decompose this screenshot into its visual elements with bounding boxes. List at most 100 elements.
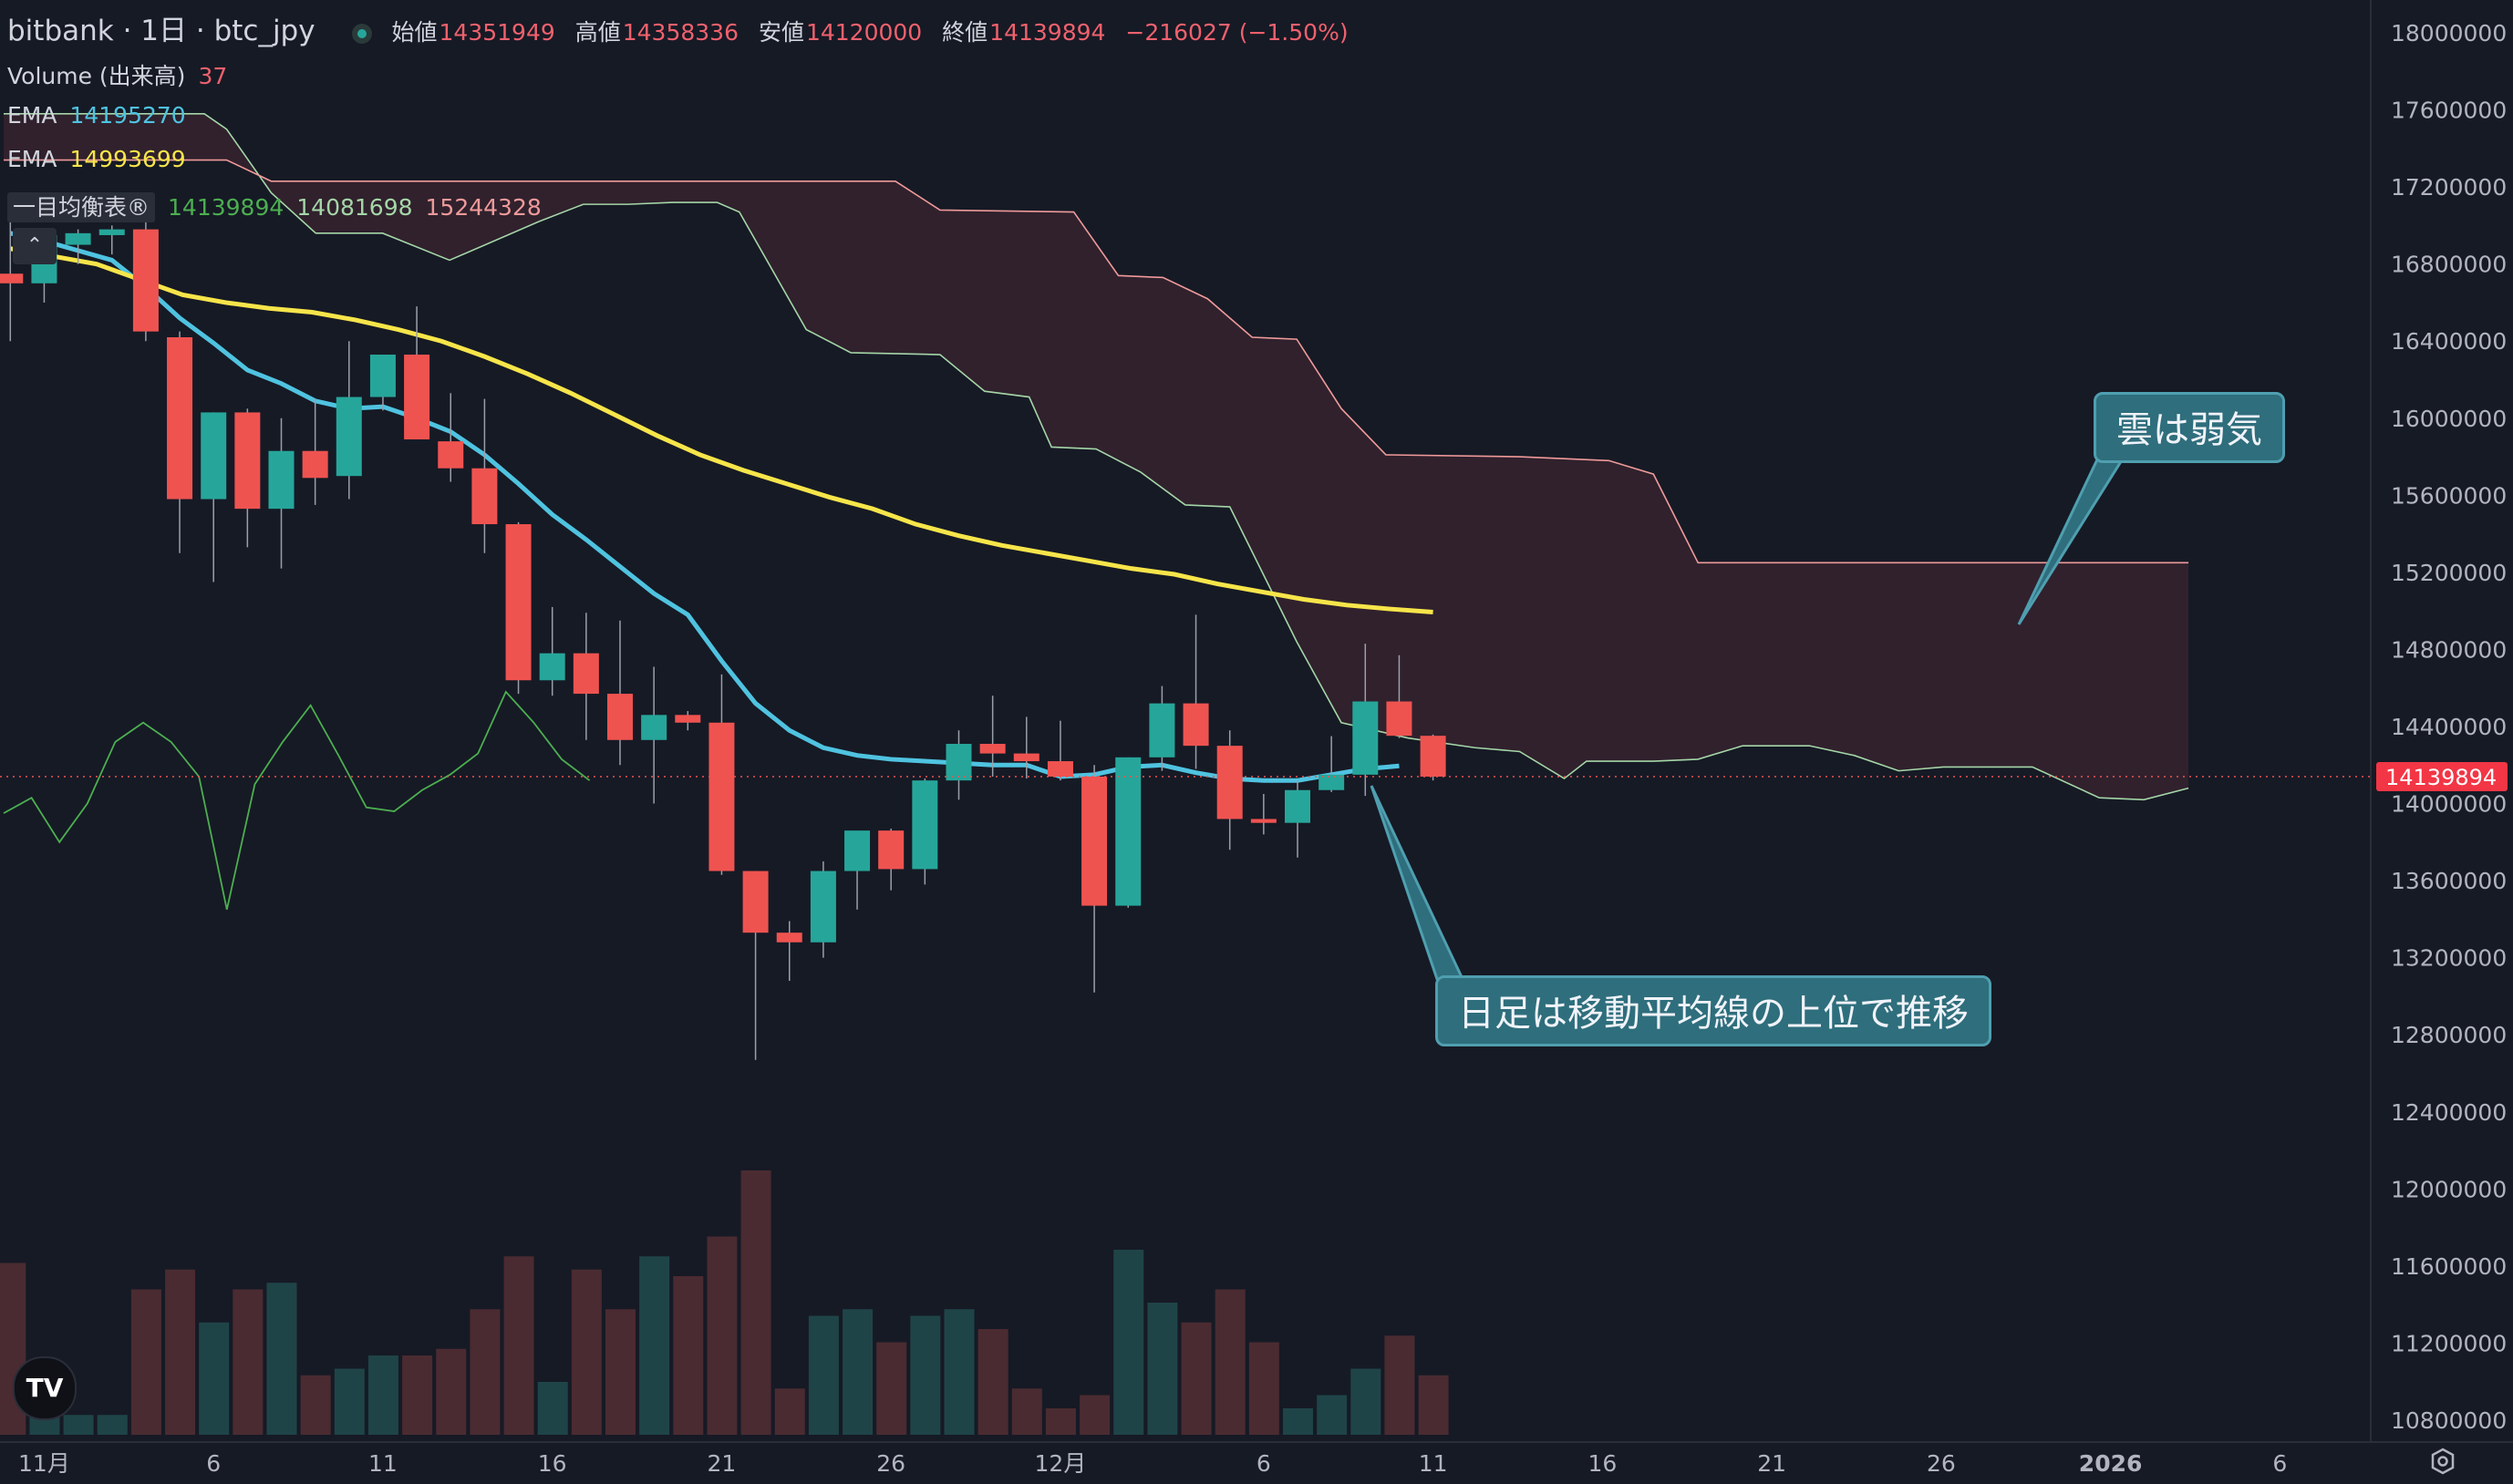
y-tick-label: 15200000 (2391, 560, 2507, 586)
ema-fast-legend[interactable]: EMA 14195270 (7, 102, 199, 129)
x-tick-label: 21 (708, 1450, 737, 1477)
y-tick-label: 14000000 (2391, 791, 2507, 818)
x-tick-label: 11 (1419, 1450, 1448, 1477)
candle-body (1047, 761, 1073, 777)
market-status-icon (351, 24, 372, 44)
candle-body (1420, 736, 1446, 777)
ichimoku-value-2: 14081698 (296, 194, 413, 221)
volume-bar (63, 1415, 94, 1435)
x-tick-label: 12月 (1035, 1450, 1087, 1477)
candle-body (844, 830, 871, 871)
candle-body (1081, 776, 1108, 906)
x-tick-label: 16 (538, 1450, 567, 1477)
volume-bar (199, 1322, 230, 1435)
high-value: 14358336 (622, 19, 739, 46)
volume-bar (334, 1368, 365, 1435)
volume-legend[interactable]: Volume (出来高) 37 (7, 58, 240, 91)
volume-bar (436, 1348, 467, 1435)
volume-bar (571, 1269, 602, 1435)
volume-bar (1011, 1388, 1042, 1435)
y-tick-label: 18000000 (2391, 20, 2507, 46)
candle-body (404, 355, 430, 440)
tradingview-logo-icon[interactable]: TV (13, 1356, 77, 1420)
symbol-title[interactable]: bitbank · 1日 · btc_jpy (7, 15, 315, 47)
y-tick-label: 13200000 (2391, 945, 2507, 972)
candle-body (776, 933, 802, 943)
candle-body (505, 524, 532, 681)
ema-slow-legend[interactable]: EMA 14993699 (7, 146, 199, 172)
callout-candles-text: 日足は移動平均線の上位で推移 (1458, 993, 1969, 1035)
y-tick-label: 14800000 (2391, 636, 2507, 663)
y-tick-label: 12400000 (2391, 1099, 2507, 1126)
ichimoku-label: 一目均衡表® (7, 192, 156, 222)
volume-bar (1317, 1395, 1348, 1435)
candle-body (1386, 701, 1412, 737)
x-tick-label: 6 (1256, 1450, 1271, 1477)
chart-header: bitbank · 1日 · btc_jpy 始値14351949 高値1435… (7, 7, 1361, 48)
y-tick-label: 17600000 (2391, 98, 2507, 124)
y-tick-label: 11600000 (2391, 1253, 2507, 1280)
volume-bar (977, 1329, 1008, 1435)
candle-body (1216, 746, 1243, 819)
ichimoku-legend[interactable]: 一目均衡表® 14139894 14081698 15244328 (7, 190, 554, 222)
candle-body (641, 715, 667, 740)
candle-body (539, 653, 565, 681)
volume-bar (233, 1289, 264, 1435)
candle-body (708, 722, 735, 871)
candle-body (878, 830, 905, 870)
last-price-tag (2376, 761, 2508, 791)
callout-candles: 日足は移動平均線の上位で推移 (1435, 975, 1991, 1046)
volume-bar (1248, 1342, 1279, 1435)
candle-body (979, 744, 1006, 754)
ema-fast-line (9, 231, 1400, 783)
candle-body (0, 273, 24, 283)
volume-bar (1113, 1250, 1144, 1435)
candle-body (201, 412, 227, 500)
x-tick-label: 11月 (18, 1450, 70, 1477)
volume-bar (843, 1309, 874, 1435)
candle-body (98, 229, 125, 235)
volume-bar (1350, 1368, 1381, 1435)
open-value: 14351949 (439, 19, 555, 46)
volume-bar (402, 1355, 433, 1435)
volume-bar (130, 1289, 161, 1435)
candle-body (742, 871, 769, 933)
ema-fast-label: EMA (7, 102, 57, 129)
y-tick-label: 10800000 (2391, 1407, 2507, 1434)
low-value: 14120000 (805, 19, 923, 46)
candle-body (675, 715, 701, 723)
last-price-label: 14139894 (2385, 765, 2497, 790)
volume-bar (367, 1355, 398, 1435)
candle-body (234, 412, 261, 510)
volume-bar (876, 1342, 907, 1435)
candle-body (268, 450, 295, 510)
ichimoku-value-1: 14139894 (168, 194, 284, 221)
candle-body (607, 694, 633, 740)
volume-bar (266, 1283, 297, 1435)
settings-gear-icon[interactable] (2429, 1448, 2456, 1475)
y-tick-label: 17200000 (2391, 174, 2507, 201)
y-tick-label: 11200000 (2391, 1330, 2507, 1356)
y-tick-label: 12000000 (2391, 1176, 2507, 1202)
ema-fast-value: 14195270 (69, 102, 186, 129)
candle-body (1149, 703, 1175, 757)
volume-bar (774, 1388, 805, 1435)
high-label: 高値 (574, 19, 621, 46)
close-value: 14139894 (989, 19, 1106, 46)
x-tick-label: 26 (1927, 1450, 1956, 1477)
candle-body (1250, 819, 1277, 823)
collapse-legend-button[interactable]: ⌃ (13, 228, 57, 264)
volume-bar (910, 1315, 941, 1435)
ichimoku-span-b (4, 159, 2189, 564)
volume-bar (1080, 1395, 1111, 1435)
candle-body (1183, 703, 1209, 747)
close-label: 終値 (942, 19, 988, 46)
volume-bar (470, 1309, 501, 1435)
ema-slow-label: EMA (7, 146, 57, 172)
y-tick-label: 16000000 (2391, 406, 2507, 432)
volume-bar (639, 1256, 670, 1435)
volume-bar (1384, 1335, 1415, 1435)
callout-cloud-text: 雲は弱気 (2116, 409, 2262, 451)
